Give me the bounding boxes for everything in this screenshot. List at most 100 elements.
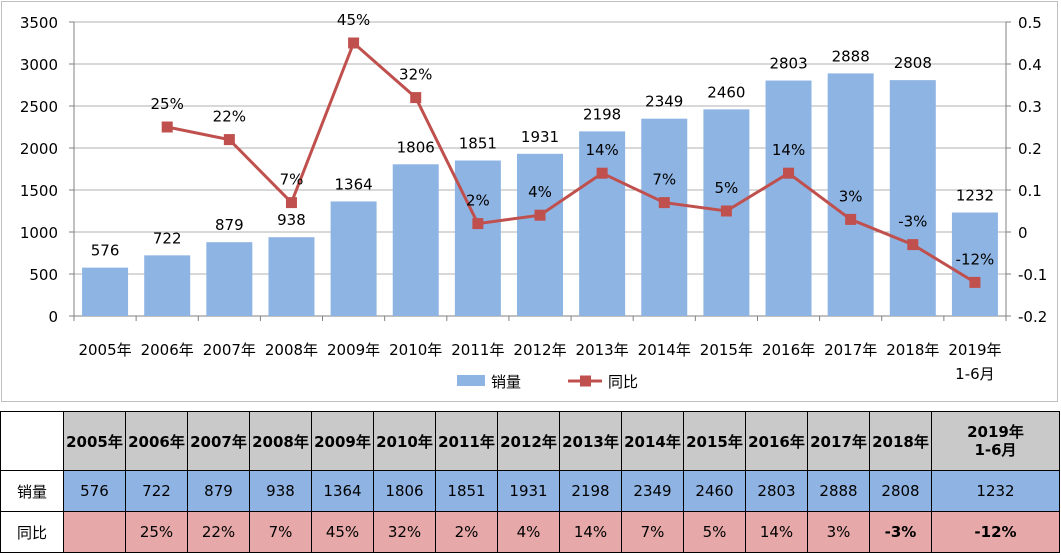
table-header-cell: 2005年 [63, 411, 126, 471]
x-tick-label: 2011年 [451, 341, 504, 359]
table-cell: 2808 [869, 470, 932, 512]
table-cell: 2% [435, 511, 498, 553]
table-cell [63, 511, 126, 553]
data-table: 2005年 2006年 2007年 2008年 2009年 2010年 2011… [0, 411, 1060, 553]
table-header-cell: 2013年 [559, 411, 622, 471]
table-cell: 2349 [621, 470, 684, 512]
yoy-value-label: 2% [466, 192, 490, 210]
table-cell: 938 [249, 470, 312, 512]
legend-bar-label: 销量 [491, 373, 521, 391]
table-header-cell: 2009年 [311, 411, 374, 471]
table-cell: 2198 [559, 470, 622, 512]
legend-line-label: 同比 [608, 373, 638, 391]
header-2019-line1: 2019年 [967, 423, 1024, 441]
y-left-tick-label: 2500 [20, 98, 58, 116]
yoy-marker [472, 218, 484, 230]
bar [951, 212, 998, 316]
bar-value-label: 1364 [335, 175, 373, 193]
y-left-tick-label: 3500 [20, 14, 58, 32]
bar-value-label: 2460 [707, 83, 745, 101]
x-tick-label: 2018年 [886, 341, 939, 359]
bar [330, 201, 377, 316]
x-tick-label: 2014年 [638, 341, 691, 359]
yoy-marker [285, 197, 297, 209]
legend-bar-swatch [457, 375, 485, 386]
table-header-cell: 2014年 [621, 411, 684, 471]
table-cell: 5% [683, 511, 746, 553]
row-label-sales: 销量 [0, 470, 64, 512]
table-header-cell: 2011年 [435, 411, 498, 471]
yoy-value-label: 45% [337, 11, 370, 29]
table-cell: 7% [621, 511, 684, 553]
table-header-row: 2005年 2006年 2007年 2008年 2009年 2010年 2011… [0, 411, 1060, 471]
chart-panel: 0 500 1000 1500 2000 2500 3000 3500 -0.2 -0.1 0 0.1… [1, 1, 1058, 402]
x-tick-label: 2019年 [948, 341, 1001, 359]
table-header-cell: 2017年 [807, 411, 870, 471]
yoy-value-label: 4% [528, 183, 552, 201]
y-right-tick-label: -0.2 [1018, 308, 1047, 326]
yoy-marker [845, 213, 857, 225]
bar [144, 255, 191, 316]
bar-value-label: 2349 [645, 93, 683, 111]
x-tick-label: 2010年 [389, 341, 442, 359]
y-right-tick-label: 0.1 [1018, 182, 1042, 200]
table-cell: 2460 [683, 470, 746, 512]
header-2019-line2: 1-6月 [974, 441, 1017, 459]
table-cell: 22% [187, 511, 250, 553]
table-header-cell: 2006年 [125, 411, 188, 471]
table-cell: 2803 [745, 470, 808, 512]
y-left-tick-label: 2000 [20, 140, 58, 158]
bar-value-label: 2808 [894, 54, 932, 72]
x-tick-label: 2013年 [576, 341, 629, 359]
bar [517, 153, 563, 316]
yoy-marker [658, 197, 670, 209]
table-cell: 1364 [311, 470, 374, 512]
table-cell: 7% [249, 511, 312, 553]
table-header-cell: 2008年 [249, 411, 312, 471]
table-cell: 3% [807, 511, 870, 553]
table-cell: -3% [869, 511, 932, 553]
y-right-tick-label: 0.5 [1018, 14, 1042, 32]
table-cell: 576 [63, 470, 126, 512]
table-cell: 14% [745, 511, 808, 553]
table-cell: 32% [373, 511, 436, 553]
table-header-cell: 2015年 [683, 411, 746, 471]
combo-chart: 0 500 1000 1500 2000 2500 3000 3500 -0.2 -0.1 0 0.1… [20, 11, 1047, 391]
bar-value-label: 938 [277, 211, 306, 229]
bar [206, 242, 253, 316]
yoy-marker [348, 37, 360, 49]
table-cell: 1851 [435, 470, 498, 512]
bar-value-label: 1232 [956, 187, 994, 205]
bar-value-label: 1931 [521, 128, 559, 146]
x-tick-label: 2007年 [203, 341, 256, 359]
yoy-marker [720, 205, 732, 217]
yoy-marker [534, 209, 546, 221]
yoy-value-label: 7% [280, 171, 304, 189]
y-right-tick-label: 0 [1018, 224, 1028, 242]
bar [268, 237, 315, 316]
x-tick-label: 2015年 [700, 341, 753, 359]
y-left-tick-label: 3000 [20, 56, 58, 74]
table-header-cell: 2012年 [497, 411, 560, 471]
table-header-cell-2019h1: 2019年 1-6月 [931, 411, 1060, 471]
table-cell: 2888 [807, 470, 870, 512]
table-row-sales: 销量 576 722 879 938 1364 1806 1851 1931 2… [0, 470, 1060, 512]
table-header-cell: 2010年 [373, 411, 436, 471]
yoy-value-label: 14% [772, 141, 805, 159]
yoy-marker [969, 276, 981, 288]
bar-value-label: 1806 [397, 138, 435, 156]
bar-value-label: 576 [91, 242, 120, 260]
yoy-line [166, 40, 976, 284]
table-cell: 45% [311, 511, 374, 553]
bar [82, 267, 129, 316]
table-cell: 25% [125, 511, 188, 553]
x-tick-label: 2006年 [141, 341, 194, 359]
bar [827, 73, 874, 317]
yoy-value-label: 3% [839, 187, 863, 205]
table-cell: 14% [559, 511, 622, 553]
x-tick-label: 2017年 [824, 341, 877, 359]
bar-value-label: 2888 [832, 47, 870, 65]
row-label-yoy: 同比 [0, 511, 64, 553]
bar [641, 118, 688, 317]
table-cell: 879 [187, 470, 250, 512]
